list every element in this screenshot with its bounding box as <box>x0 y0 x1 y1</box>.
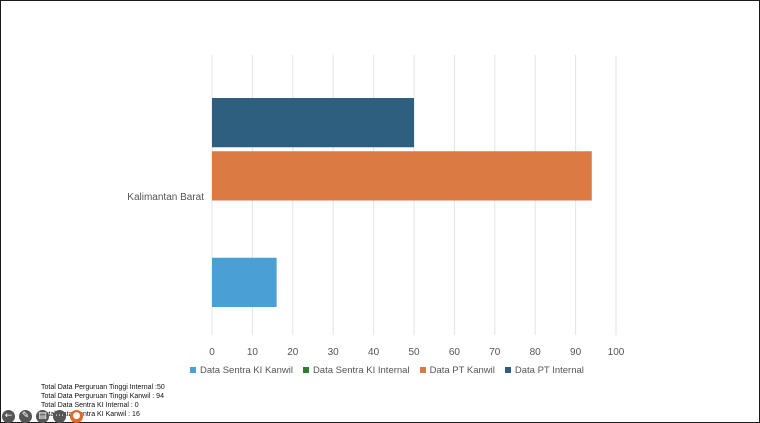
bar-data-sentra-ki-kanwil <box>212 257 277 307</box>
x-tick-label: 50 <box>408 347 420 358</box>
category-labels: Kalimantan Barat <box>127 192 204 203</box>
legend-label: Data PT Kanwil <box>429 364 495 376</box>
legend-item: Data Sentra KI Internal <box>302 364 410 376</box>
back-arrow-icon[interactable]: ← <box>2 409 15 423</box>
note-pt-internal: Total Data Perguruan Tinggi Internal :50 <box>41 384 165 391</box>
x-tick-label: 70 <box>489 347 501 358</box>
x-axis-ticks: 0 10 20 30 40 50 60 70 80 90 100 <box>209 347 625 358</box>
x-tick-label: 100 <box>608 347 625 358</box>
presentation-toolbar: ← ✎ ▤ ⋯ ● <box>2 409 83 423</box>
note-pt-kanwil: Total Data Perguruan Tinggi Kanwil : 94 <box>41 393 164 400</box>
pen-icon[interactable]: ✎ <box>19 409 32 423</box>
x-tick-label: 30 <box>328 347 340 358</box>
x-tick-label: 40 <box>368 347 380 358</box>
legend-swatch <box>302 367 309 373</box>
bar-data-pt-internal <box>212 98 414 148</box>
legend-label: Data Sentra KI Kanwil <box>200 364 293 376</box>
x-tick-label: 0 <box>209 347 215 358</box>
bar-data-pt-kanwil <box>212 151 592 201</box>
legend-swatch <box>504 367 511 373</box>
x-tick-label: 80 <box>530 347 542 358</box>
more-icon[interactable]: ⋯ <box>53 409 66 423</box>
x-tick-label: 90 <box>570 347 582 358</box>
legend-item: Data Sentra KI Kanwil <box>190 365 293 376</box>
legend: Data Sentra KI Kanwil Data Sentra KI Inte… <box>190 364 584 376</box>
legend-item: Data PT Kanwil <box>419 364 495 376</box>
captions-icon[interactable]: ▤ <box>36 409 49 423</box>
bars <box>212 98 592 307</box>
note-sentra-kanwil: Total Data Sentra KI Kanwil : 16 <box>41 411 140 418</box>
legend-swatch <box>190 367 196 373</box>
note-sentra-internal: Total Data Sentra KI Internal : 0 <box>41 402 139 409</box>
category-label: Kalimantan Barat <box>127 192 204 203</box>
notes-panel: Total Data Perguruan Tinggi Internal :50… <box>41 383 165 419</box>
legend-item: Data PT Internal <box>504 364 584 376</box>
x-tick-label: 20 <box>287 347 299 358</box>
x-tick-label: 60 <box>449 347 461 358</box>
x-tick-label: 10 <box>247 347 259 358</box>
presenter-icon[interactable]: ● <box>70 409 83 423</box>
legend-label: Data Sentra KI Internal <box>312 364 410 376</box>
legend-swatch <box>419 367 426 373</box>
legend-label: Data PT Internal <box>514 364 584 376</box>
